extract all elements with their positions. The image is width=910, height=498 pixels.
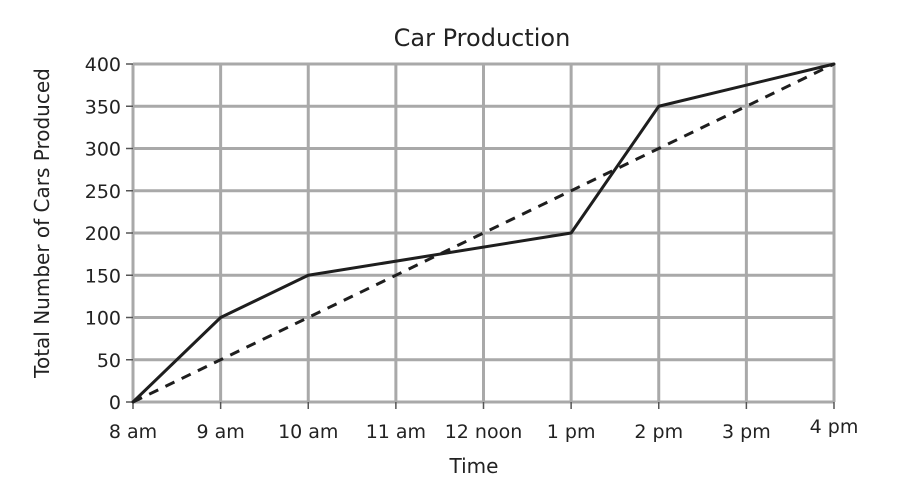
- y-tick-label: 100: [85, 308, 121, 330]
- series-line-dashed: [132, 62, 835, 404]
- y-tick-labels: 0 50 100 150 200 250 300 350 400: [85, 54, 121, 414]
- series-lines: [131, 62, 836, 404]
- y-tick-label: 150: [85, 265, 121, 287]
- x-tick-label: 8 am: [109, 421, 157, 443]
- y-tick-label: 400: [85, 54, 121, 76]
- series-line-solid: [131, 62, 836, 404]
- y-tick-label: 300: [85, 139, 121, 161]
- y-tick-label: 200: [85, 223, 121, 245]
- x-axis-label: Time: [449, 454, 499, 478]
- y-axis-label: Total Number of Cars Produced: [30, 68, 54, 379]
- x-tick-label: 1 pm: [547, 421, 596, 443]
- y-tick-label: 250: [85, 181, 121, 203]
- x-tick-label: 3 pm: [722, 421, 771, 443]
- x-tick-labels: 8 am 9 am 10 am 11 am 12 noon 1 pm 2 pm 3 pm 4 p…: [109, 416, 858, 443]
- x-tick-label: 4 pm: [810, 416, 859, 438]
- x-tick-label: 10 am: [278, 421, 338, 443]
- y-tick-label: 0: [109, 392, 121, 414]
- y-tick-label: 50: [97, 350, 121, 372]
- grid: [126, 62, 836, 409]
- x-tick-label: 12 noon: [445, 421, 523, 443]
- x-tick-label: 9 am: [196, 421, 244, 443]
- x-tick-label: 2 pm: [634, 421, 683, 443]
- chart-title: Car Production: [394, 24, 571, 52]
- x-tick-label: 11 am: [366, 421, 426, 443]
- y-tick-label: 350: [85, 96, 121, 118]
